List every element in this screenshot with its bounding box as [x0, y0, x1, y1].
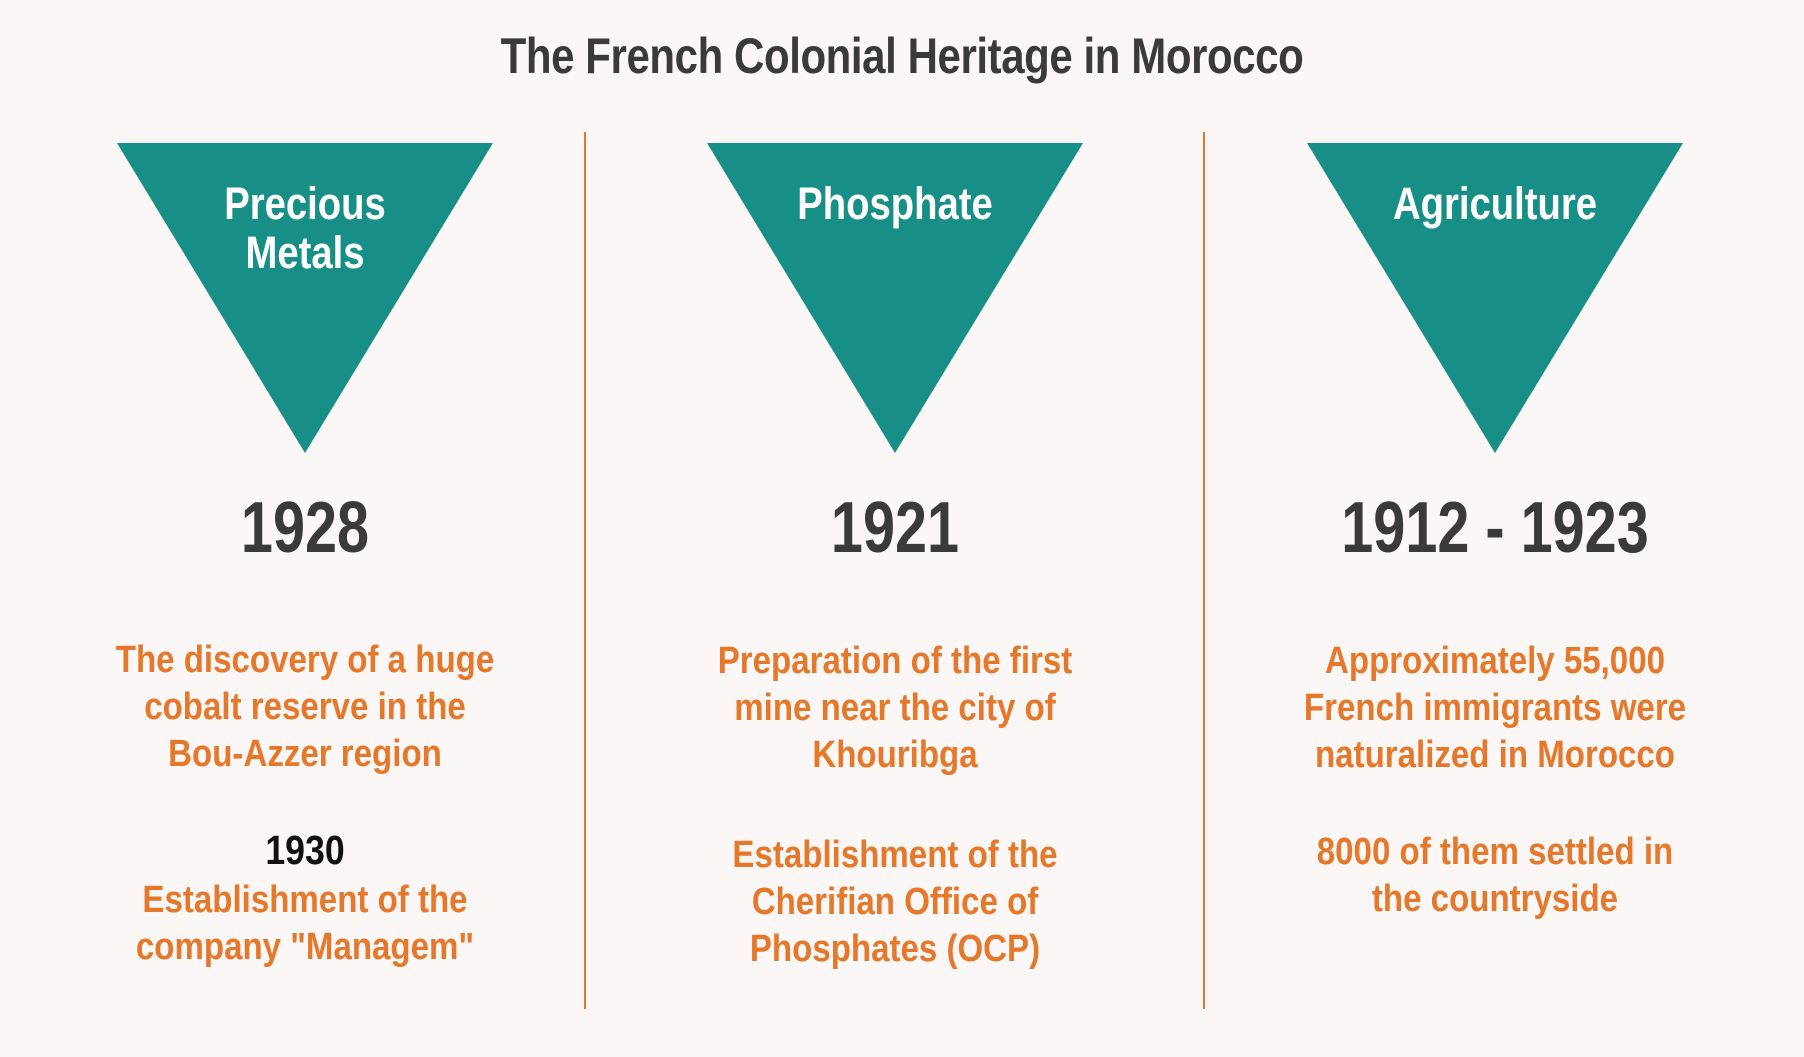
year-heading: 1912 - 1923	[1341, 488, 1649, 568]
event-description: Establishment of the company "Managem"	[135, 879, 475, 968]
inverted-triangle-icon	[707, 143, 1083, 453]
category-triangle: Phosphate	[707, 143, 1083, 453]
event-description: Establishment of the Cherifian Office of…	[732, 834, 1058, 970]
category-label: Precious Metals	[224, 178, 386, 278]
category-label: Agriculture	[1392, 178, 1598, 229]
category-triangle: Precious Metals	[117, 143, 493, 453]
column-agriculture: Agriculture 1912 - 1923 Approximately 55…	[1255, 0, 1735, 1057]
event-description: Approximately 55,000 French immigrants w…	[1303, 640, 1687, 776]
page-title: The French Colonial Heritage in Morocco	[500, 28, 1304, 84]
column-divider	[1203, 132, 1205, 1009]
category-label: Phosphate	[797, 178, 993, 229]
sub-year-heading: 1930	[265, 827, 345, 873]
category-triangle: Agriculture	[1307, 143, 1683, 453]
column-precious-metals: Precious Metals 1928 The discovery of a …	[65, 0, 545, 1057]
year-heading: 1921	[830, 488, 960, 568]
event-description: Preparation of the first mine near the c…	[717, 640, 1073, 776]
event-description: 8000 of them settled in the countryside	[1316, 831, 1674, 920]
inverted-triangle-icon	[117, 143, 493, 453]
event-description: The discovery of a huge cobalt reserve i…	[115, 639, 495, 775]
inverted-triangle-icon	[1307, 143, 1683, 453]
column-phosphate: Phosphate 1921 Preparation of the first …	[655, 0, 1135, 1057]
year-heading: 1928	[240, 488, 370, 568]
column-divider	[584, 132, 586, 1009]
